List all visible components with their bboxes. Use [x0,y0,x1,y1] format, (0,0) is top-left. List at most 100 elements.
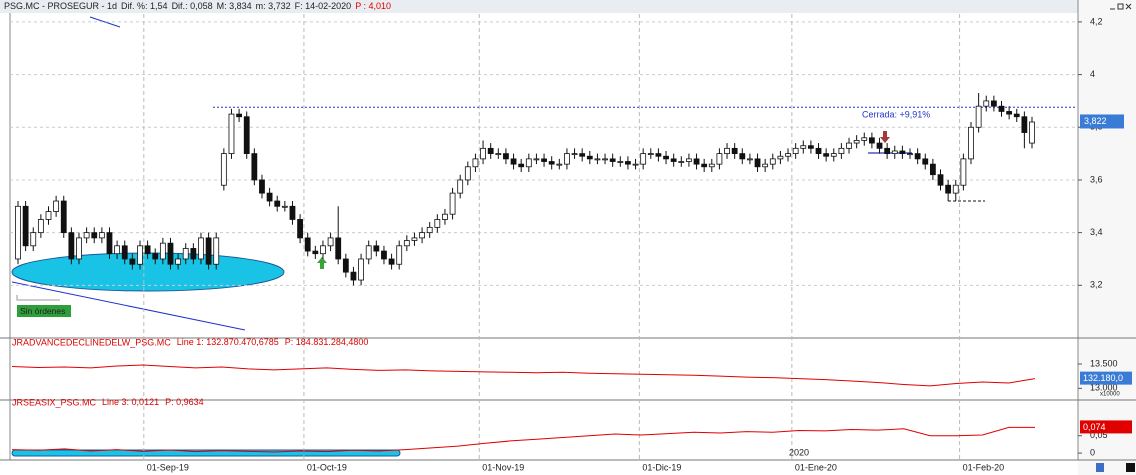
last-price-label: 3,822 [1084,116,1107,126]
candle-body [853,140,860,144]
candle-body [396,245,403,265]
candle-body [808,145,814,149]
candle-body [289,205,296,220]
badge-text: Sin órdenes [20,306,65,316]
candle-body [701,163,708,168]
candle-body [22,205,29,247]
candle-body [693,158,700,165]
candle-body [777,155,784,160]
candle-body [899,150,906,155]
square-icon[interactable] [1126,463,1135,472]
stat: Dif.: 0,058 [172,1,213,11]
candle-body [586,155,593,160]
candle-body [579,153,586,157]
candle-body [830,153,837,157]
badge [17,305,71,317]
candle-body [731,147,738,155]
candle-body [632,163,639,166]
candle-body [266,192,273,202]
x-tick-label: 01-Ene-20 [795,462,837,472]
candle-body [472,158,479,168]
candle-body [800,145,807,149]
candle-body [91,232,98,239]
window-buttons[interactable] [1110,3,1132,10]
candle-body [678,161,685,163]
sell-arrow [880,131,890,143]
candle-body [121,245,128,260]
candle-body [663,155,669,160]
candle-body [152,253,159,260]
candle-body [137,245,143,265]
candle-body [907,153,913,156]
candle-body [243,116,250,155]
candle-body [198,237,204,260]
indicator-line [11,426,1035,453]
candle-body [365,245,372,260]
candle-body [747,158,753,161]
candle-body [602,158,608,161]
candle-body [327,237,334,247]
stat: F: 14-02-2020 [295,1,352,11]
candle-body [998,105,1005,112]
y-tick-label: 4 [1090,69,1095,79]
candle-body [419,232,425,239]
candle-body [922,158,929,165]
candle-body [37,219,44,234]
candle-body [98,232,105,239]
candle-body [159,242,166,260]
candle-body [320,245,326,255]
candle-body [129,258,136,265]
candle-body [251,153,258,181]
candle-body [960,158,967,186]
candle-body [449,192,456,215]
candle-body [571,153,578,156]
y-tick-label: 0,05 [1090,430,1108,440]
candle-body [53,200,60,212]
candle-body [30,232,37,247]
candle-body [236,113,242,118]
candle-body [167,242,174,265]
close[interactable] [1125,3,1132,10]
candle-body [617,161,624,163]
candle-body [990,100,997,107]
save-icon[interactable] [1096,463,1104,472]
candle-body [45,211,52,220]
candle-body [739,153,746,160]
candle-body [983,100,990,107]
candle-body [464,166,471,181]
candle-body [358,258,364,281]
price-axis [1078,0,1136,475]
candle-body [480,147,486,160]
candle-body [182,248,189,260]
candle-body [594,158,601,161]
candle-body [213,237,220,265]
indicator-header: JRSEASIX_PSG.MC Line 3: 0,0121 P: 0,9634 [12,397,204,407]
candle-body [388,258,395,265]
candle-body [914,153,921,160]
maximize[interactable] [1117,3,1124,10]
buy-arrow [317,257,327,269]
candle-body [426,226,433,234]
candle-body [220,153,227,186]
y-tick-label: 13.500 [1090,358,1118,368]
candle-body [838,147,845,155]
candle-body [609,158,616,162]
candle-body [876,142,883,149]
candle-body [754,158,761,168]
candle-body [548,161,555,165]
candle-body [686,158,692,162]
stat: Dif. %: 1,54 [121,1,168,11]
candle-body [769,158,776,165]
footer-icons[interactable] [1096,463,1135,472]
candle-body [846,142,852,149]
candle-body [1029,121,1035,144]
candle-body [655,153,662,157]
last-value-label: 0,074 [1083,422,1106,432]
candle-body [792,147,799,155]
candle-body [76,237,82,260]
candle-body [434,219,441,228]
candle-body [228,113,235,155]
candle-body [952,184,959,194]
